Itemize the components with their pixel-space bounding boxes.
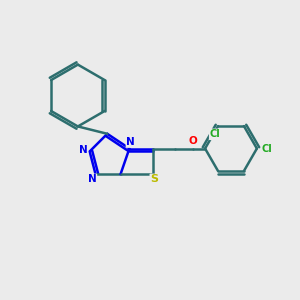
Text: Cl: Cl bbox=[210, 129, 220, 139]
Text: S: S bbox=[150, 174, 158, 184]
Text: N: N bbox=[79, 145, 88, 155]
Text: Cl: Cl bbox=[262, 143, 273, 154]
Text: N: N bbox=[88, 174, 96, 184]
Text: N: N bbox=[127, 137, 135, 147]
Text: O: O bbox=[188, 136, 197, 146]
